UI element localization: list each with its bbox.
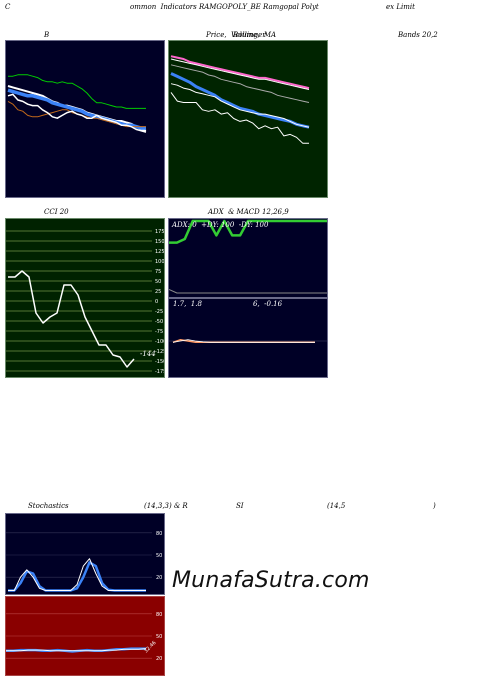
price-series-0 bbox=[170, 55, 310, 90]
price-ma-label: Price, Volume, MA bbox=[206, 31, 277, 39]
rsi-label: SI bbox=[236, 502, 244, 510]
stoch-label: Stochastics bbox=[28, 502, 69, 510]
cci-tick-label: -50 bbox=[155, 319, 163, 325]
stoch-tick-label: 80 bbox=[156, 531, 162, 537]
stoch-series-0 bbox=[8, 561, 146, 592]
bollinger-panel bbox=[5, 40, 165, 198]
cci-tick-label: 175 bbox=[155, 229, 164, 235]
cci-tick-label: 75 bbox=[155, 269, 161, 275]
watermark: MunafaSutra.com bbox=[172, 568, 370, 593]
price-series-4 bbox=[170, 83, 310, 128]
cci-tick-label: -100 bbox=[155, 339, 164, 345]
cci-tick-label: -75 bbox=[155, 329, 163, 335]
cci-tick-label: 25 bbox=[155, 289, 161, 295]
macd-chart bbox=[169, 338, 327, 344]
rsi-value-label: 32.46 bbox=[143, 640, 157, 654]
adx-chart bbox=[169, 219, 327, 294]
rsi-series-1 bbox=[6, 648, 147, 652]
adx-panel: ADX: 0 +DY: 100 -DY: 100 bbox=[168, 218, 328, 298]
rsi-panel: 80 50 20 32.46 bbox=[5, 596, 165, 676]
price-ma-panel bbox=[168, 40, 328, 198]
cci-tick-label: -25 bbox=[155, 309, 163, 315]
cci-tick-label: 100 bbox=[155, 259, 164, 265]
cci-tick-label: 125 bbox=[155, 249, 164, 255]
cci-panel: 175 150 125 100 75 50 25 0 -25 -50 -75 -100 -125 -150… bbox=[5, 218, 165, 378]
bollinger-series-2 bbox=[7, 88, 146, 130]
bollinger-chart bbox=[7, 74, 147, 133]
macd-readout-right: 6, -0.16 bbox=[253, 300, 283, 308]
cci-tick-label: -150 bbox=[155, 359, 164, 365]
stoch-tick-label: 50 bbox=[156, 553, 162, 559]
cci-series-0 bbox=[8, 270, 135, 368]
rsi-tick-label: 50 bbox=[156, 634, 162, 640]
price-series-1 bbox=[170, 58, 310, 90]
rsi-tick-label: 20 bbox=[156, 656, 162, 662]
price-ma-chart bbox=[170, 55, 310, 144]
macd-readout-left: 1.7, 1.8 bbox=[173, 300, 202, 308]
bollinger-series-4 bbox=[7, 93, 147, 133]
cci-tick-label: 0 bbox=[155, 299, 158, 305]
adx-readout: ADX: 0 +DY: 100 -DY: 100 bbox=[172, 221, 269, 229]
macd-panel: 1.7, 1.8 6, -0.16 bbox=[168, 298, 328, 378]
stoch-tick-label: 20 bbox=[156, 575, 162, 581]
price-series-2 bbox=[170, 64, 310, 103]
price-ma-label-overlap: Bollinger bbox=[233, 31, 266, 39]
adx-series-1 bbox=[169, 288, 327, 294]
bands-label: Bands 20,2 bbox=[398, 31, 438, 39]
rsi-params: (14,5 bbox=[327, 502, 346, 510]
cci-tick-label: 150 bbox=[155, 239, 164, 245]
rsi-tick-label: 80 bbox=[156, 612, 162, 618]
stoch-params: (14,3,3) & R bbox=[144, 502, 188, 510]
rsi-chart: 80 50 20 32.46 bbox=[6, 612, 162, 662]
stoch-panel: 80 50 20 bbox=[5, 513, 165, 595]
bollinger-series-0 bbox=[8, 74, 146, 109]
header-title-end: ex Limit bbox=[386, 3, 415, 11]
stoch-series-1 bbox=[8, 558, 146, 591]
cci-label: CCI 20 bbox=[44, 208, 69, 216]
macd-series-1 bbox=[172, 339, 315, 343]
header-c: C bbox=[5, 3, 11, 11]
rsi-close: ) bbox=[433, 502, 436, 510]
cci-tick-label: -175 bbox=[155, 369, 164, 375]
adx-label: ADX & MACD 12,26,9 bbox=[208, 208, 289, 216]
cci-chart: 175 150 125 100 75 50 25 0 -25 -50 -75 -100 -125 -150… bbox=[6, 229, 164, 375]
header-title: ommon Indicators RAMGOPOLY_BE Ramgopal P… bbox=[130, 3, 319, 11]
stochastics-chart: 80 50 20 bbox=[6, 531, 162, 592]
cci-tick-label: -125 bbox=[155, 349, 164, 355]
adx-series-0 bbox=[169, 219, 327, 244]
price-series-5 bbox=[170, 92, 309, 144]
price-series-3 bbox=[170, 72, 310, 129]
cci-value-label: -144 bbox=[140, 350, 156, 358]
cci-tick-label: 50 bbox=[155, 279, 161, 285]
bollinger-label: B bbox=[44, 31, 50, 39]
